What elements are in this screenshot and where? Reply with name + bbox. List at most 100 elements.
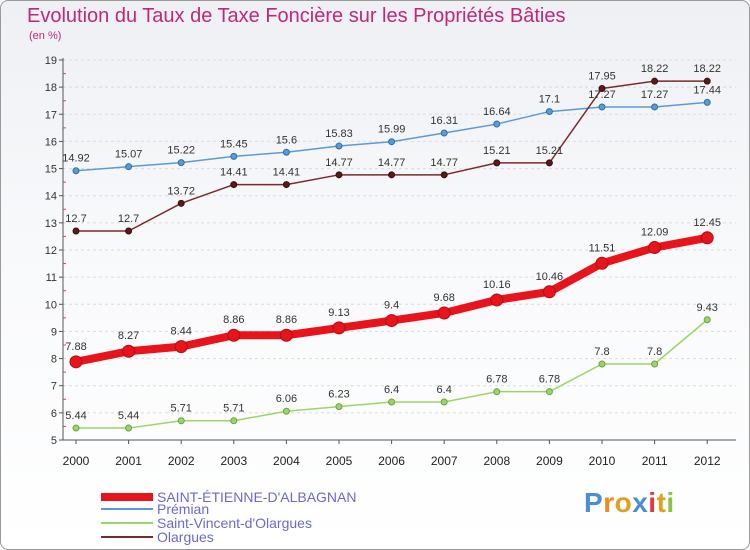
data-label: 8.86	[276, 314, 297, 326]
logo-letter: i	[666, 487, 675, 518]
data-point	[651, 360, 659, 368]
data-point	[177, 199, 185, 207]
data-label: 9.43	[696, 302, 717, 314]
y-tick-label: 15	[45, 164, 57, 176]
data-label: 15.21	[536, 145, 564, 157]
x-tick-label: 2008	[483, 454, 510, 468]
data-point	[230, 181, 238, 189]
x-tick-label: 2001	[115, 454, 142, 468]
chart-title: Evolution du Taux de Taxe Foncière sur l…	[27, 5, 566, 27]
data-point	[493, 120, 501, 128]
logo-letter: x	[632, 487, 649, 518]
data-point	[125, 227, 133, 235]
data-point	[125, 163, 133, 171]
data-label: 13.72	[167, 185, 195, 197]
data-label: 17.44	[693, 84, 721, 96]
data-point	[335, 403, 343, 411]
data-point	[437, 306, 451, 320]
data-point	[177, 417, 185, 425]
data-point	[648, 241, 662, 255]
data-label: 8.44	[170, 326, 191, 338]
y-tick-label: 14	[45, 191, 57, 203]
data-label: 6.23	[328, 389, 349, 401]
data-point	[700, 231, 714, 245]
data-label: 15.99	[378, 124, 406, 136]
y-tick-label: 8	[51, 354, 57, 366]
data-point	[598, 85, 606, 92]
data-point	[598, 103, 606, 111]
data-label: 6.06	[276, 393, 297, 405]
x-tick-label: 2012	[694, 454, 721, 468]
data-point	[493, 388, 501, 396]
data-point	[282, 181, 290, 189]
data-point	[230, 417, 238, 425]
data-point	[335, 142, 343, 150]
data-label: 5.71	[223, 403, 244, 415]
data-point	[651, 103, 659, 111]
data-label: 12.7	[65, 213, 86, 225]
legend-label: Saint-Vincent-d'Olargues	[157, 515, 312, 531]
legend-label: SAINT-ÉTIENNE-D'ALBAGNAN	[157, 489, 357, 505]
legend-item-saint-vincent: Saint-Vincent-d'Olargues	[101, 515, 312, 531]
x-tick-label: 2002	[168, 454, 195, 468]
data-point	[493, 159, 501, 167]
data-point	[388, 138, 396, 146]
logo-letter: P	[584, 487, 604, 518]
data-label: 15.6	[276, 134, 297, 146]
y-tick-label: 13	[45, 218, 57, 230]
data-label: 17.27	[641, 89, 669, 101]
data-point	[703, 77, 711, 85]
x-tick-label: 2005	[326, 454, 353, 468]
data-point	[545, 388, 553, 396]
x-tick-label: 2000	[63, 454, 90, 468]
data-point	[122, 344, 136, 358]
data-point	[72, 227, 80, 235]
data-label: 6.4	[437, 384, 452, 396]
data-label: 12.45	[693, 217, 721, 229]
data-label: 7.8	[647, 346, 662, 358]
data-label: 15.07	[115, 149, 143, 161]
data-point	[335, 171, 343, 179]
data-label: 8.86	[223, 314, 244, 326]
logo-letter: t	[656, 487, 667, 518]
data-point	[279, 328, 293, 342]
data-label: 15.83	[325, 128, 353, 140]
data-label: 14.41	[220, 167, 248, 179]
data-label: 8.27	[118, 330, 139, 342]
data-label: 15.22	[167, 145, 195, 157]
data-point	[542, 285, 556, 299]
y-tick-label: 10	[45, 299, 57, 311]
data-point	[332, 321, 346, 335]
unit-label: (en %)	[29, 30, 62, 42]
data-label: 9.4	[384, 300, 399, 312]
data-point	[177, 159, 185, 167]
data-label: 6.78	[539, 374, 560, 386]
data-point	[385, 314, 399, 328]
x-tick-label: 2006	[378, 454, 405, 468]
data-point	[703, 316, 711, 324]
data-point	[282, 148, 290, 156]
data-label: 17.95	[588, 71, 616, 83]
y-tick-label: 16	[45, 136, 57, 148]
data-label: 14.77	[378, 157, 406, 169]
data-point	[595, 256, 609, 270]
legend-swatch	[101, 493, 153, 501]
legend-swatch	[101, 508, 153, 510]
data-label: 7.88	[65, 341, 86, 353]
data-point	[703, 98, 711, 106]
legend-label: Prémian	[157, 501, 210, 517]
y-tick-label: 11	[46, 272, 57, 284]
data-point	[440, 398, 448, 406]
data-label: 16.64	[483, 106, 511, 118]
data-point	[490, 293, 504, 307]
data-point	[69, 355, 83, 369]
data-point	[651, 77, 659, 85]
data-point	[598, 360, 606, 368]
data-label: 5.44	[118, 410, 139, 422]
data-label: 14.92	[62, 153, 90, 165]
data-label: 11.51	[589, 242, 616, 254]
data-point	[72, 424, 80, 432]
data-label: 5.44	[65, 410, 86, 422]
